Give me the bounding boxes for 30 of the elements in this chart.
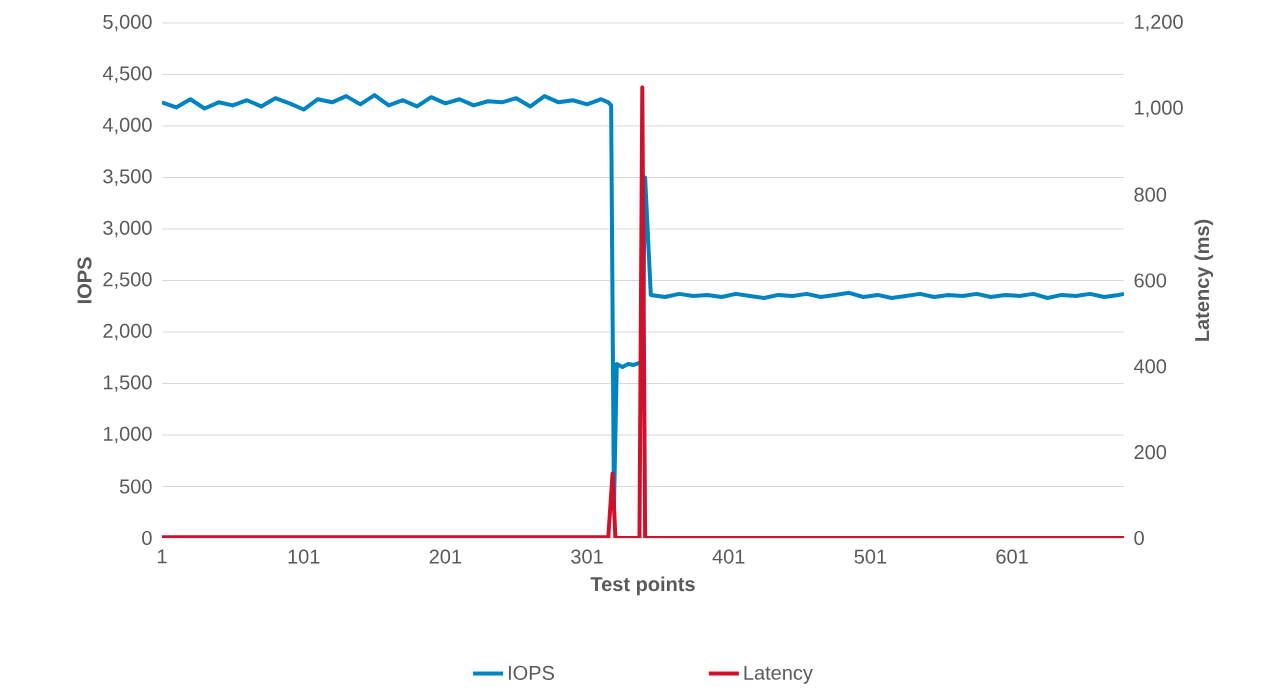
x-tick-label: 401 [712,549,745,564]
y-tick-label: 3,500 [103,169,152,186]
y2-tick-label: 0 [1134,530,1144,546]
y-tick-label: 2,500 [103,272,152,289]
x-axis-title: Test points [590,576,695,596]
legend-label: Latency [744,665,813,684]
y2-tick-label: 800 [1134,187,1167,202]
y-tick-label: 1,500 [103,375,152,392]
y2-tick-label: 600 [1134,273,1167,288]
y-tick-label: 0 [142,530,152,546]
y-tick-label: 1,000 [103,426,152,444]
x-tick-label: 201 [429,549,462,564]
x-tick-label: 301 [571,549,603,564]
y-tick-label: 5,000 [103,14,152,32]
x-tick-label: 501 [854,549,887,564]
y-tick-label: 500 [119,479,152,494]
x-tick-label: 101 [288,549,320,564]
y-tick-label: 4,500 [102,66,152,83]
y2-tick-label: 200 [1134,445,1167,460]
legend-label: IOPS [508,665,554,680]
y2-tick-label: 400 [1134,359,1167,374]
y-axis-title: IOPS [77,257,92,304]
y2-axis-title: Latency (ms) [1194,219,1214,341]
y2-tick-label: 1,000 [1135,100,1183,118]
y-tick-label: 4,000 [102,117,152,135]
x-tick-label: 1 [157,549,167,564]
x-tick-label: 601 [996,549,1028,564]
y-tick-label: 3,000 [103,220,152,238]
y2-tick-label: 1,200 [1135,14,1183,32]
y-tick-label: 2,000 [103,323,152,341]
